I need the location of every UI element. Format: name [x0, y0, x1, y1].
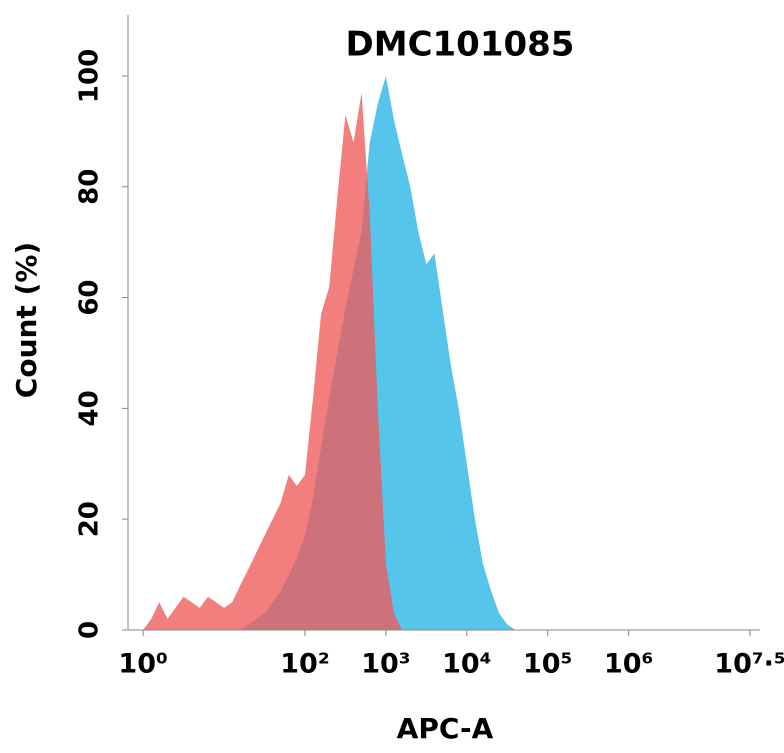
x-tick-label: 10⁵ — [523, 649, 572, 680]
histogram-area — [143, 92, 516, 630]
y-axis-label: Count (%) — [10, 242, 43, 398]
y-tick-label: 40 — [75, 390, 105, 426]
y-tick-label: 20 — [75, 501, 105, 537]
y-tick-label: 0 — [75, 621, 105, 639]
x-tick-label: 10² — [280, 649, 329, 680]
histogram-area — [143, 75, 516, 631]
x-tick-label: 10³ — [361, 649, 410, 680]
y-tick-label: 60 — [75, 279, 105, 315]
x-tick-label: 10⁶ — [604, 649, 653, 680]
x-axis-label: APC-A — [397, 712, 494, 745]
chart-title: DMC101085 — [346, 25, 575, 65]
x-tick-label: 10⁷·⁵ — [714, 649, 784, 680]
y-tick-label: 80 — [75, 169, 105, 205]
x-tick-label: 10⁰ — [118, 649, 167, 680]
y-tick-label: 100 — [75, 49, 105, 103]
x-tick-label: 10⁴ — [442, 649, 491, 680]
